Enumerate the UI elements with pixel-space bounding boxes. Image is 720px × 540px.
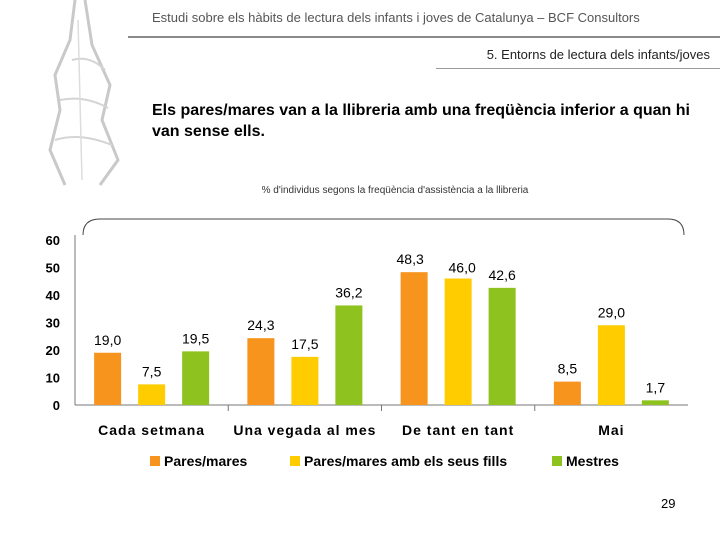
bar xyxy=(488,287,516,405)
data-label: 29,0 xyxy=(598,304,625,320)
page-number: 29 xyxy=(661,496,676,511)
legend-label: Pares/mares xyxy=(164,453,248,469)
y-tick-label: 20 xyxy=(46,343,60,358)
bar xyxy=(400,272,428,405)
y-tick-label: 40 xyxy=(46,288,60,303)
section-divider xyxy=(436,68,720,69)
legend-label: Pares/mares amb els seus fills xyxy=(304,453,507,469)
header-divider xyxy=(128,36,720,38)
legend-label: Mestres xyxy=(566,453,619,469)
bar xyxy=(641,400,669,405)
slide-title: Els pares/mares van a la llibreria amb u… xyxy=(152,102,690,140)
data-label: 8,5 xyxy=(558,361,578,377)
x-tick-label: Cada setmana xyxy=(98,422,205,438)
x-tick-label: Mai xyxy=(598,422,624,438)
bar xyxy=(553,381,581,405)
data-label: 1,7 xyxy=(646,379,666,395)
data-label: 48,3 xyxy=(397,251,424,267)
legend-swatch xyxy=(150,456,160,466)
data-label: 36,2 xyxy=(335,284,362,300)
chart-frame-bracket xyxy=(82,218,685,236)
data-label: 7,5 xyxy=(142,363,162,379)
x-tick-label: Una vegada al mes xyxy=(233,422,376,438)
data-label: 19,5 xyxy=(182,330,209,346)
bar xyxy=(444,278,472,405)
x-tick-label: De tant en tant xyxy=(402,422,514,438)
header-title: Estudi sobre els hàbits de lectura dels … xyxy=(152,10,640,25)
y-tick-label: 10 xyxy=(46,371,60,386)
data-label: 19,0 xyxy=(94,332,121,348)
y-tick-label: 30 xyxy=(46,316,60,331)
y-tick-label: 0 xyxy=(53,398,60,413)
bar xyxy=(94,352,122,405)
data-label: 42,6 xyxy=(489,267,516,283)
bar xyxy=(182,351,210,405)
data-label: 24,3 xyxy=(247,317,274,333)
section-title: 5. Entorns de lectura dels infants/joves xyxy=(486,47,710,62)
bar xyxy=(291,356,319,405)
bar xyxy=(335,305,363,405)
chart-title: % d'individus segons la freqüència d'ass… xyxy=(261,185,529,196)
bar xyxy=(247,338,275,405)
data-label: 17,5 xyxy=(291,336,318,352)
y-tick-label: 50 xyxy=(46,261,60,276)
bar-chart: 60 50 40 30 20 10 0 19,0 7,5 19,5 Cada setmana 24,… xyxy=(46,218,688,469)
bar xyxy=(597,325,625,405)
y-tick-label: 60 xyxy=(46,233,60,248)
data-label: 46,0 xyxy=(449,260,476,276)
legend-swatch xyxy=(290,456,300,466)
bar xyxy=(138,384,166,405)
logo-quill-icon xyxy=(48,0,120,186)
legend-swatch xyxy=(552,456,562,466)
